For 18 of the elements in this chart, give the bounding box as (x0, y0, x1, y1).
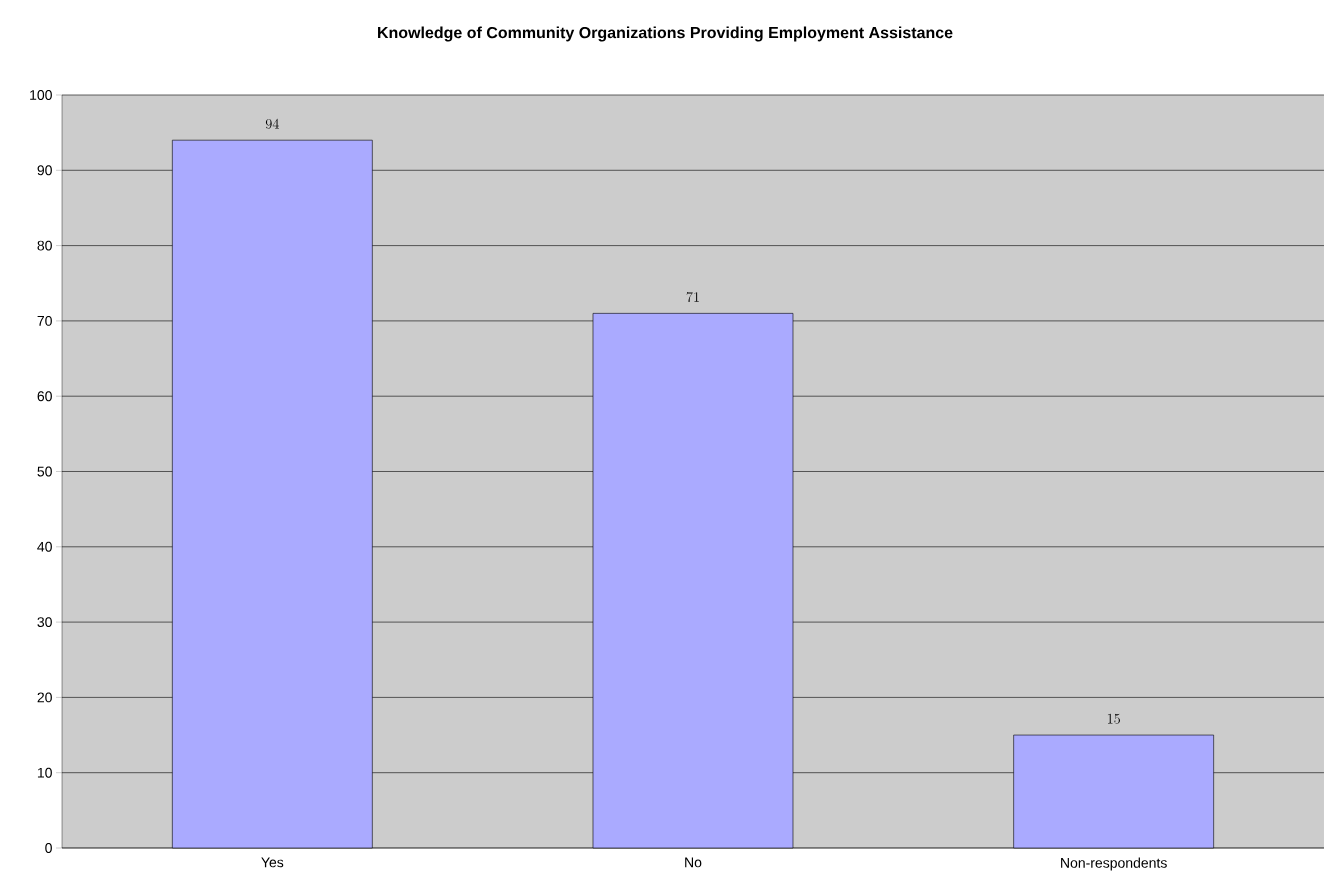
x-tick-label: Non-respondents (1061, 857, 1167, 871)
y-tick-label: 50 (37, 466, 52, 477)
y-tick-label: 70 (37, 315, 52, 326)
y-tick-label: 60 (37, 391, 52, 402)
data-label: 71 (686, 291, 699, 303)
data-label: 94 (265, 118, 279, 129)
data-label: 15 (1107, 713, 1120, 724)
x-tick-label: Yes (261, 857, 284, 868)
y-tick-label: 10 (37, 767, 52, 778)
y-tick-label: 0 (45, 843, 52, 853)
x-tick-label: No (685, 857, 702, 868)
y-tick-label: 80 (37, 240, 52, 251)
y-tick-label: 40 (37, 541, 52, 552)
y-tick-label: 90 (37, 165, 52, 176)
y-tick-label: 20 (37, 692, 52, 703)
chart-title: Knowledge of Community Organizations Providing Employment Assistance (378, 26, 953, 42)
y-tick-label: 100 (30, 90, 52, 100)
y-tick-label: 30 (37, 617, 52, 628)
